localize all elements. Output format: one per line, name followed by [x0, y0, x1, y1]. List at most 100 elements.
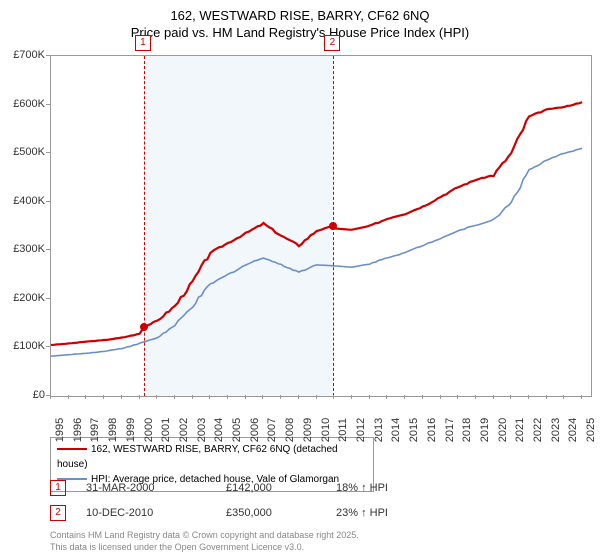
x-tick — [440, 395, 441, 399]
x-axis-label: 2020 — [497, 418, 509, 442]
x-axis-label: 2011 — [337, 418, 349, 442]
x-tick — [121, 395, 122, 399]
x-tick — [262, 395, 263, 399]
series-line-blue — [51, 148, 582, 356]
x-tick — [457, 395, 458, 399]
x-axis-label: 1997 — [89, 418, 101, 442]
x-tick — [68, 395, 69, 399]
chart-title: 162, WESTWARD RISE, BARRY, CF62 6NQ Pric… — [0, 0, 600, 42]
x-tick — [174, 395, 175, 399]
x-tick — [404, 395, 405, 399]
x-axis-label: 1996 — [72, 418, 84, 442]
x-axis-label: 1995 — [54, 418, 66, 442]
sale-marker-2: 2 — [50, 505, 66, 521]
x-axis-label: 2023 — [550, 418, 562, 442]
y-tick — [46, 55, 50, 56]
sale-price-2: £350,000 — [226, 507, 336, 519]
x-axis-label: 2000 — [143, 418, 155, 442]
x-axis-label: 2012 — [355, 418, 367, 442]
line-series-svg — [51, 56, 591, 396]
series-line-red — [51, 102, 582, 345]
x-tick — [245, 395, 246, 399]
footer-line-1: Contains HM Land Registry data © Crown c… — [50, 530, 359, 540]
x-axis-label: 2010 — [320, 418, 332, 442]
y-axis-label: £600K — [0, 98, 45, 110]
x-axis-label: 1998 — [107, 418, 119, 442]
x-tick — [475, 395, 476, 399]
sale-marker-1: 1 — [50, 480, 66, 496]
x-axis-label: 2025 — [585, 418, 597, 442]
title-line-2: Price paid vs. HM Land Registry's House … — [131, 25, 469, 40]
x-tick — [50, 395, 51, 399]
sale-price-1: £142,000 — [226, 482, 336, 494]
x-tick — [369, 395, 370, 399]
x-axis-label: 2013 — [373, 418, 385, 442]
x-tick — [422, 395, 423, 399]
y-tick — [46, 249, 50, 250]
x-tick — [209, 395, 210, 399]
x-axis-label: 2006 — [249, 418, 261, 442]
x-axis-label: 2019 — [479, 418, 491, 442]
x-tick — [298, 395, 299, 399]
sale-date-1: 31-MAR-2000 — [86, 482, 226, 494]
x-tick — [280, 395, 281, 399]
legend-swatch-red — [57, 448, 87, 450]
footer-line-2: This data is licensed under the Open Gov… — [50, 542, 304, 552]
x-axis-label: 2008 — [284, 418, 296, 442]
x-axis-label: 2004 — [213, 418, 225, 442]
y-tick — [46, 298, 50, 299]
sale-date-2: 10-DEC-2010 — [86, 507, 226, 519]
x-axis-label: 2001 — [160, 418, 172, 442]
x-axis-label: 2024 — [567, 418, 579, 442]
chart-container: { "title_line1": "162, WESTWARD RISE, BA… — [0, 0, 600, 560]
x-axis-label: 2009 — [302, 418, 314, 442]
x-axis-label: 2014 — [390, 418, 402, 442]
sale-marker-box-1: 1 — [135, 35, 151, 51]
x-axis-label: 2021 — [514, 418, 526, 442]
sale-vline-1 — [144, 56, 145, 396]
x-axis-label: 2017 — [444, 418, 456, 442]
x-tick — [316, 395, 317, 399]
footer-attribution: Contains HM Land Registry data © Crown c… — [50, 530, 359, 553]
x-axis-label: 2018 — [461, 418, 473, 442]
x-tick — [386, 395, 387, 399]
x-tick — [546, 395, 547, 399]
y-axis-label: £200K — [0, 292, 45, 304]
sale-dot-1 — [140, 323, 148, 331]
x-tick — [510, 395, 511, 399]
x-axis-label: 2022 — [532, 418, 544, 442]
legend-label-red: 162, WESTWARD RISE, BARRY, CF62 6NQ (det… — [57, 444, 338, 470]
x-axis-label: 1999 — [125, 418, 137, 442]
title-line-1: 162, WESTWARD RISE, BARRY, CF62 6NQ — [170, 8, 429, 23]
x-axis-label: 2007 — [266, 418, 278, 442]
x-tick — [227, 395, 228, 399]
sale-dot-2 — [329, 222, 337, 230]
x-axis-label: 2002 — [178, 418, 190, 442]
sale-diff-1: 18% ↑ HPI — [336, 482, 466, 494]
sale-row-1: 1 31-MAR-2000 £142,000 18% ↑ HPI — [50, 480, 590, 496]
legend-item-red: 162, WESTWARD RISE, BARRY, CF62 6NQ (det… — [57, 442, 367, 472]
y-axis-label: £700K — [0, 49, 45, 61]
x-tick — [528, 395, 529, 399]
x-axis-label: 2003 — [196, 418, 208, 442]
y-axis-label: £400K — [0, 195, 45, 207]
y-axis-label: £0 — [0, 389, 45, 401]
x-tick — [351, 395, 352, 399]
sale-marker-box-2: 2 — [324, 35, 340, 51]
y-tick — [46, 201, 50, 202]
x-tick — [563, 395, 564, 399]
x-tick — [493, 395, 494, 399]
y-tick — [46, 104, 50, 105]
y-tick — [46, 152, 50, 153]
x-tick — [103, 395, 104, 399]
y-axis-label: £300K — [0, 243, 45, 255]
x-tick — [333, 395, 334, 399]
sale-row-2: 2 10-DEC-2010 £350,000 23% ↑ HPI — [50, 505, 590, 521]
x-axis-label: 2005 — [231, 418, 243, 442]
x-tick — [156, 395, 157, 399]
sale-diff-2: 23% ↑ HPI — [336, 507, 466, 519]
x-tick — [139, 395, 140, 399]
plot-area — [50, 55, 592, 397]
x-tick — [192, 395, 193, 399]
y-axis-label: £100K — [0, 340, 45, 352]
